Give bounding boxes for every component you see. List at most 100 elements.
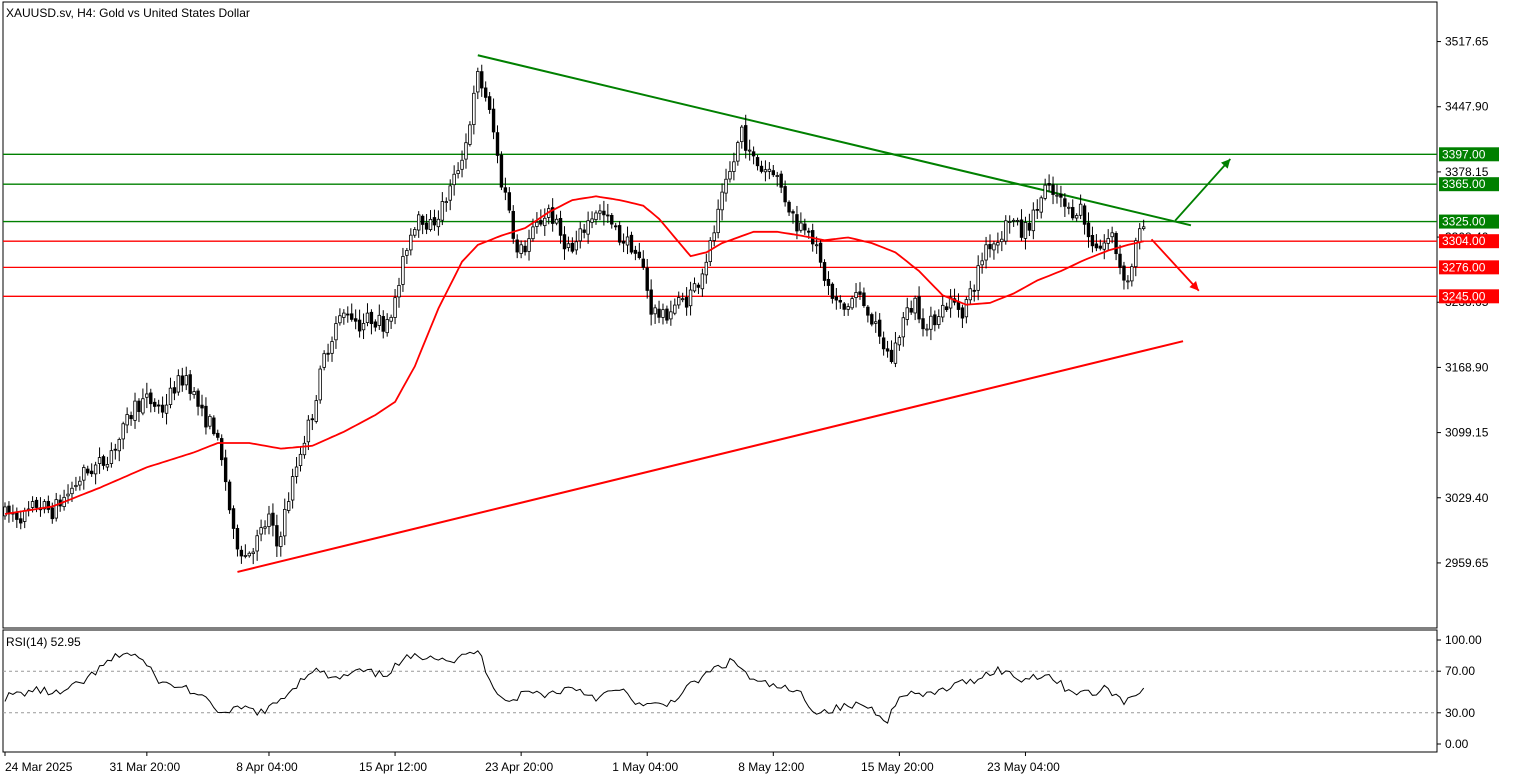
candle-body bbox=[1031, 209, 1036, 232]
ma-path bbox=[4, 195, 1144, 515]
candle-body bbox=[239, 549, 244, 557]
level-label: 3365.00 bbox=[1442, 177, 1486, 191]
candle-body bbox=[968, 288, 972, 301]
candle-body bbox=[980, 260, 984, 266]
candle-body bbox=[905, 307, 909, 320]
candle-body bbox=[562, 234, 567, 250]
candle-body bbox=[377, 314, 381, 326]
candle-body bbox=[176, 375, 181, 393]
candle-body bbox=[109, 450, 114, 464]
rsi-tick-label: 70.00 bbox=[1445, 664, 1475, 678]
candle-body bbox=[688, 289, 693, 307]
candle-body bbox=[680, 298, 685, 301]
candle-body bbox=[870, 314, 874, 325]
candle-body bbox=[271, 512, 275, 526]
projection-arrows bbox=[1150, 158, 1232, 292]
candle-body bbox=[728, 171, 732, 180]
trendlines bbox=[237, 54, 1192, 573]
candle-body bbox=[1098, 245, 1103, 249]
candle-body bbox=[795, 214, 799, 232]
candle-body bbox=[15, 512, 19, 520]
candle-body bbox=[944, 306, 949, 311]
candle-body bbox=[137, 400, 141, 413]
level-label-box bbox=[1439, 214, 1499, 229]
candle-body bbox=[885, 348, 890, 352]
candle-body bbox=[1078, 203, 1083, 216]
trendline bbox=[477, 54, 1192, 227]
arrow-shaft bbox=[1150, 238, 1200, 292]
candle-body bbox=[125, 414, 129, 426]
rsi-label: RSI(14) 52.95 bbox=[6, 635, 81, 649]
candle-body bbox=[180, 375, 184, 386]
candle-body bbox=[464, 142, 468, 160]
rsi-pane-frame bbox=[2, 629, 1438, 753]
candle-body bbox=[448, 185, 452, 201]
candle-body bbox=[771, 170, 775, 176]
candle-body bbox=[838, 300, 842, 303]
candle-body bbox=[740, 126, 744, 143]
candle-body bbox=[842, 303, 846, 310]
candle-body bbox=[921, 318, 925, 330]
candle-body bbox=[1086, 222, 1091, 238]
candle-body bbox=[1130, 266, 1134, 282]
candle-body bbox=[168, 387, 173, 405]
rsi-tick-label: 0.00 bbox=[1445, 737, 1469, 751]
candle-body bbox=[893, 342, 898, 364]
candle-body bbox=[286, 501, 291, 511]
candle-body bbox=[82, 467, 86, 481]
candle-body bbox=[117, 439, 121, 452]
candle-body bbox=[554, 218, 559, 224]
candle-body bbox=[436, 218, 441, 228]
candle-body bbox=[744, 125, 748, 151]
candle-body bbox=[196, 390, 200, 407]
candle-body bbox=[294, 466, 299, 477]
candle-body bbox=[310, 418, 315, 421]
candle-body bbox=[1051, 184, 1055, 195]
candle-body bbox=[468, 124, 472, 145]
candle-body bbox=[424, 222, 429, 230]
candle-body bbox=[822, 262, 827, 281]
price-tick-label: 3029.40 bbox=[1445, 491, 1489, 505]
candle-body bbox=[54, 499, 58, 519]
candle-body bbox=[219, 438, 224, 461]
candle-body bbox=[1110, 232, 1114, 238]
candle-body bbox=[192, 391, 196, 396]
level-label: 3397.00 bbox=[1442, 147, 1486, 161]
candle-body bbox=[712, 232, 716, 241]
candle-body bbox=[531, 226, 535, 240]
candle-body bbox=[1071, 207, 1075, 219]
candle-body bbox=[326, 352, 330, 355]
candle-body bbox=[141, 398, 145, 414]
candle-body bbox=[767, 168, 772, 172]
candle-body bbox=[992, 243, 996, 251]
candle-body bbox=[255, 535, 259, 552]
candle-body bbox=[673, 304, 677, 314]
candle-body bbox=[227, 481, 232, 511]
candle-body bbox=[381, 316, 385, 332]
rsi-indicator bbox=[3, 650, 1437, 724]
candle-body bbox=[223, 457, 228, 483]
candle-body bbox=[570, 242, 575, 252]
candle-body bbox=[862, 292, 866, 306]
candle-body bbox=[625, 236, 630, 246]
candle-body bbox=[633, 249, 638, 254]
candle-body bbox=[405, 250, 409, 256]
candle-body bbox=[30, 501, 35, 508]
candle-body bbox=[34, 499, 39, 508]
candle-body bbox=[602, 210, 606, 216]
candle-body bbox=[925, 328, 929, 331]
candle-body bbox=[641, 258, 645, 268]
candle-body bbox=[480, 71, 484, 89]
candle-body bbox=[606, 214, 610, 217]
time-tick-label: 23 Apr 20:00 bbox=[485, 760, 553, 774]
time-tick-label: 1 May 04:00 bbox=[612, 760, 678, 774]
candle-body bbox=[877, 319, 882, 337]
rsi-tick-label: 30.00 bbox=[1445, 706, 1475, 720]
candle-body bbox=[720, 191, 724, 211]
candle-body bbox=[637, 251, 642, 259]
candle-body bbox=[212, 417, 216, 435]
candle-body bbox=[1106, 238, 1110, 244]
candle-body bbox=[409, 234, 413, 251]
candle-body bbox=[263, 526, 267, 529]
